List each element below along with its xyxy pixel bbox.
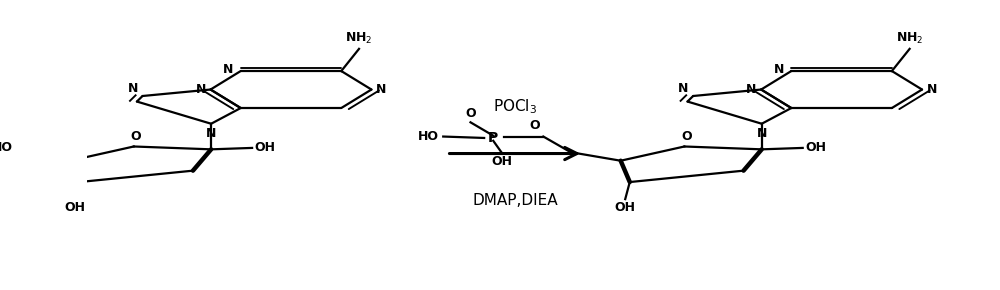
Text: POCl$_3$: POCl$_3$ (493, 97, 537, 116)
Text: N: N (128, 81, 138, 95)
Text: N: N (774, 63, 784, 76)
Text: O: O (529, 119, 540, 132)
Text: OH: OH (805, 142, 826, 154)
Text: N: N (746, 83, 757, 96)
Text: OH: OH (615, 201, 636, 213)
Text: N: N (678, 81, 689, 95)
Text: OH: OH (492, 155, 513, 168)
Text: O: O (465, 107, 476, 120)
Text: OH: OH (64, 201, 85, 213)
Text: DMAP,DIEA: DMAP,DIEA (472, 193, 558, 208)
Text: P: P (488, 131, 498, 145)
Text: O: O (130, 130, 141, 143)
Text: HO: HO (0, 142, 13, 154)
Text: HO: HO (418, 130, 439, 143)
Text: N: N (927, 83, 937, 96)
Text: N: N (376, 83, 386, 96)
Text: O: O (681, 130, 692, 143)
Text: N: N (223, 63, 233, 76)
Text: N: N (757, 127, 767, 140)
Text: OH: OH (255, 142, 276, 154)
Text: N: N (206, 127, 216, 140)
Text: N: N (196, 83, 206, 96)
Text: NH$_2$: NH$_2$ (345, 31, 373, 46)
Text: NH$_2$: NH$_2$ (896, 31, 923, 46)
